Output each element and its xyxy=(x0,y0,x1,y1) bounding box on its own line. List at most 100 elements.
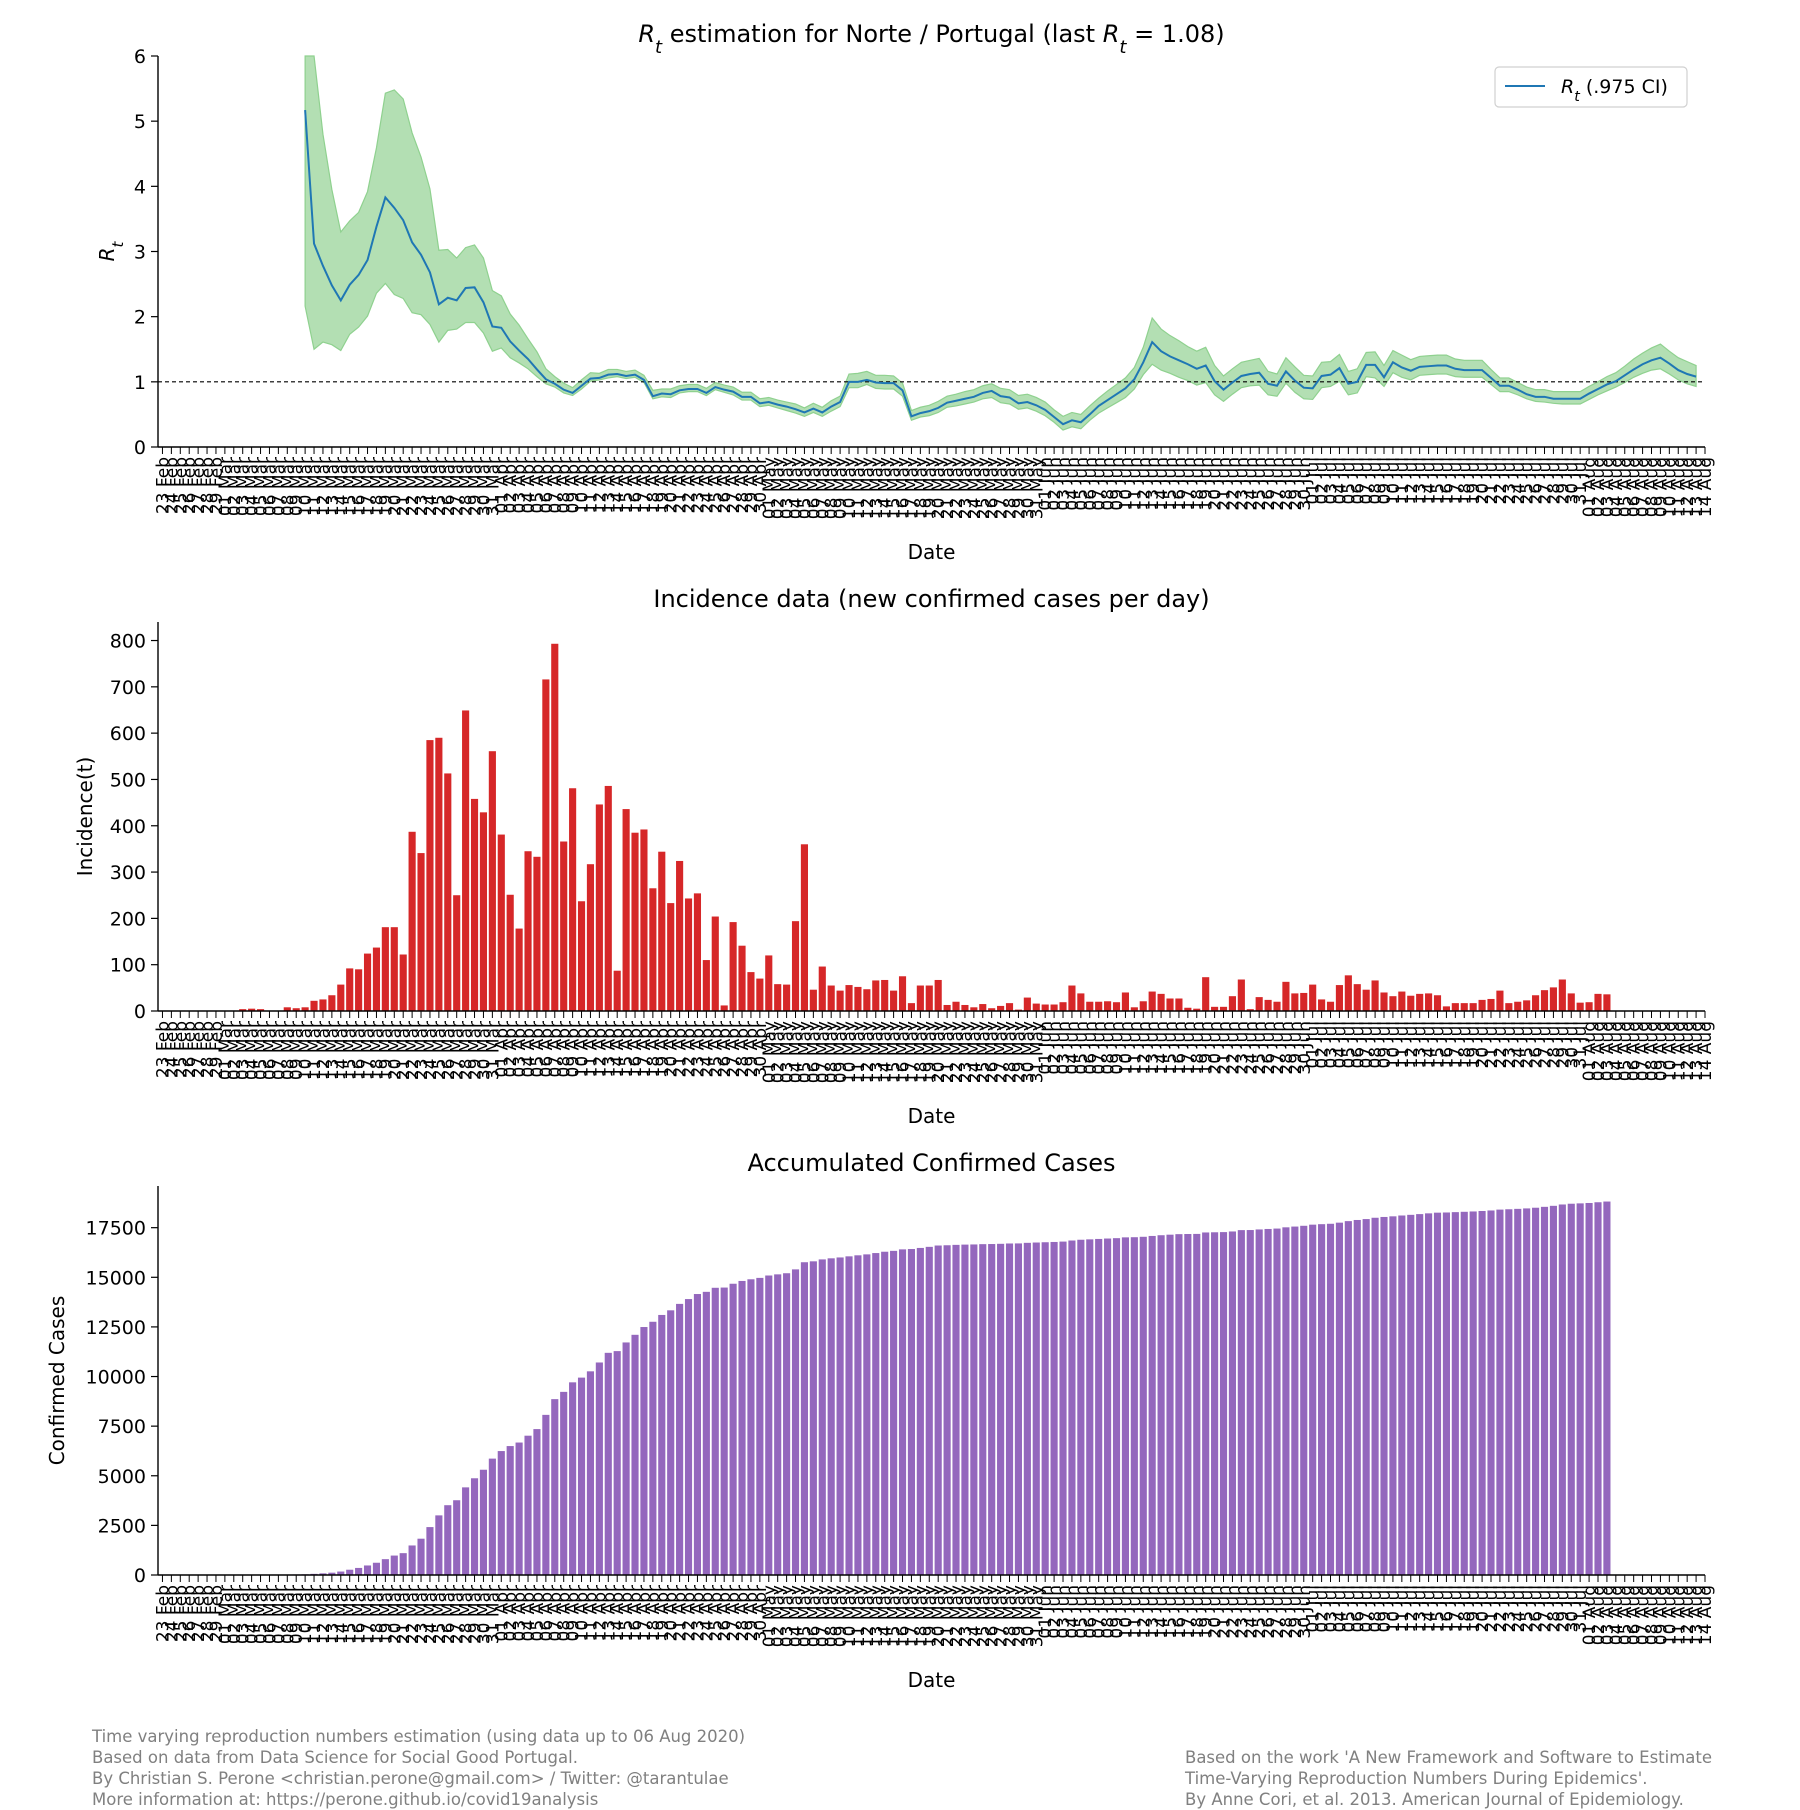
y-tick-label: 17500 xyxy=(86,1218,146,1240)
bar xyxy=(569,788,576,1011)
bar xyxy=(1559,1204,1566,1575)
bar xyxy=(596,804,603,1011)
y-tick-label: 400 xyxy=(110,816,146,838)
bar xyxy=(792,921,799,1011)
bar xyxy=(828,1258,835,1575)
bar xyxy=(756,1278,763,1575)
bar xyxy=(1594,1202,1601,1575)
bar xyxy=(872,980,879,1011)
bar xyxy=(1345,1221,1352,1575)
bar xyxy=(1380,992,1387,1011)
bar xyxy=(979,1004,986,1011)
bar xyxy=(1434,1213,1441,1575)
bar xyxy=(1327,1002,1334,1011)
bar xyxy=(694,893,701,1011)
bar xyxy=(649,888,656,1011)
legend: Rt (.975 CI) xyxy=(1495,67,1687,107)
bar xyxy=(480,1470,487,1575)
bar xyxy=(640,829,647,1011)
chart-title: Rt estimation for Norte / Portugal (last… xyxy=(638,20,1224,58)
bar xyxy=(783,1273,790,1575)
footer-right: Based on the work 'A New Framework and S… xyxy=(1185,1747,1712,1810)
bar xyxy=(899,976,906,1011)
bar xyxy=(1211,1232,1218,1575)
y-tick-label: 12500 xyxy=(86,1317,146,1339)
bar xyxy=(1184,1234,1191,1575)
bar xyxy=(1059,1002,1066,1011)
bar xyxy=(863,989,870,1011)
y-tick-label: 4 xyxy=(134,176,146,198)
bar xyxy=(328,995,335,1011)
bar xyxy=(1523,1208,1530,1575)
bar xyxy=(1336,1223,1343,1575)
bar xyxy=(1300,1226,1307,1575)
footer-right-line: Time-Varying Reproduction Numbers During… xyxy=(1185,1768,1712,1789)
bar xyxy=(1256,997,1263,1011)
bar xyxy=(801,844,808,1011)
bar xyxy=(453,1500,460,1575)
bar xyxy=(614,971,621,1011)
bar xyxy=(569,1382,576,1575)
bar xyxy=(721,1288,728,1575)
bar xyxy=(1577,1003,1584,1011)
bar xyxy=(346,968,353,1011)
bar xyxy=(453,895,460,1011)
bar xyxy=(703,1292,710,1575)
bar xyxy=(426,1527,433,1575)
bar xyxy=(908,1003,915,1011)
bar xyxy=(524,851,531,1011)
bar xyxy=(417,1539,424,1575)
bar xyxy=(1068,986,1075,1011)
bar xyxy=(1265,1000,1272,1011)
bar xyxy=(658,852,665,1011)
y-tick-label: 600 xyxy=(110,723,146,745)
bar xyxy=(1006,1243,1013,1575)
bar xyxy=(1479,1000,1486,1011)
x-axis-label: Date xyxy=(908,540,956,564)
bar xyxy=(1586,1002,1593,1011)
bar xyxy=(1166,1235,1173,1575)
bar xyxy=(373,948,380,1011)
bar xyxy=(908,1249,915,1575)
bar xyxy=(1354,984,1361,1011)
y-tick-label: 10000 xyxy=(86,1367,146,1389)
bar xyxy=(1327,1224,1334,1575)
bar xyxy=(1309,1225,1316,1575)
bar xyxy=(1479,1211,1486,1575)
bar xyxy=(667,903,674,1011)
y-tick-label: 2 xyxy=(134,307,146,329)
bar xyxy=(382,927,389,1011)
bar xyxy=(1149,992,1156,1011)
bar xyxy=(1603,994,1610,1011)
bar xyxy=(819,1259,826,1575)
bar xyxy=(721,1005,728,1011)
bar xyxy=(587,864,594,1011)
bar xyxy=(1086,1002,1093,1011)
bar xyxy=(658,1315,665,1575)
bar xyxy=(507,1446,514,1575)
bar xyxy=(828,986,835,1011)
bar xyxy=(471,799,478,1011)
bar xyxy=(631,833,638,1011)
bar xyxy=(1434,995,1441,1011)
bar xyxy=(1140,1001,1147,1011)
bar xyxy=(1603,1202,1610,1575)
bar xyxy=(917,986,924,1011)
y-tick-label: 300 xyxy=(110,862,146,884)
bar xyxy=(1452,1003,1459,1011)
bar xyxy=(1461,1003,1468,1011)
bar xyxy=(738,946,745,1011)
x-tick-label: 14 Aug xyxy=(1696,1585,1716,1645)
y-tick-label: 0 xyxy=(134,1001,146,1023)
bar xyxy=(1496,1210,1503,1575)
bar xyxy=(623,1342,630,1575)
x-tick-label: 14 Aug xyxy=(1696,457,1716,517)
bar xyxy=(426,740,433,1011)
bar xyxy=(1104,1001,1111,1011)
bar xyxy=(1309,985,1316,1011)
bar xyxy=(685,898,692,1011)
y-tick-label: 3 xyxy=(134,242,146,264)
bar xyxy=(961,1245,968,1575)
bar xyxy=(1122,992,1129,1011)
